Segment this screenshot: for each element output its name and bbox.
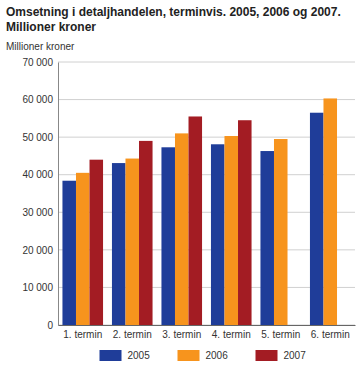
y-tick: 20 000: [22, 245, 58, 256]
bar: [161, 147, 175, 325]
legend-label: 2007: [284, 350, 307, 361]
y-tick-label: 50 000: [22, 132, 53, 143]
bar: [274, 139, 288, 325]
y-tick-label: 40 000: [22, 169, 53, 180]
x-tick-label: 6. termin: [311, 329, 350, 340]
x-tick: 1. termin: [63, 325, 102, 340]
bar: [238, 120, 252, 325]
bar: [224, 136, 238, 325]
y-tick-label: 10 000: [22, 282, 53, 293]
title: Omsetning i detaljhandelen, terminvis. 2…: [6, 5, 341, 34]
x-tick-label: 3. termin: [162, 329, 201, 340]
y-tick: 70 000: [22, 57, 58, 68]
x-tick: 5. termin: [261, 325, 300, 340]
y-tick: 60 000: [22, 94, 58, 105]
x-tick-label: 4. termin: [212, 329, 251, 340]
x-tick: 4. termin: [212, 325, 251, 340]
bar: [90, 160, 104, 325]
x-tick: 2. termin: [113, 325, 152, 340]
bar: [211, 144, 225, 325]
y-tick: 0: [47, 320, 58, 331]
grid: [58, 62, 355, 325]
y-tick-label: 0: [47, 320, 53, 331]
x-axis: 1. termin 2. termin 3. termin 4. termin 5. t…: [59, 325, 356, 340]
x-tick: 6. termin: [311, 325, 350, 340]
legend: 2005 2006 2007: [100, 350, 307, 361]
chart: Omsetning i detaljhandelen, terminvis. 2…: [0, 0, 362, 377]
legend-swatch: [100, 350, 122, 361]
bar: [260, 151, 274, 325]
bar: [310, 113, 324, 325]
x-tick: 3. termin: [162, 325, 201, 340]
legend-item: 2006: [178, 350, 229, 361]
y-tick-label: 60 000: [22, 94, 53, 105]
bar: [139, 141, 153, 325]
y-tick-label: 30 000: [22, 207, 53, 218]
legend-swatch: [178, 350, 200, 361]
bar: [189, 116, 203, 325]
y-axis: 0 10 000 20 000 30 000 40 000 50 000 60 000 70 …: [22, 57, 58, 331]
y-tick: 30 000: [22, 207, 58, 218]
bar: [112, 163, 126, 325]
y-tick: 40 000: [22, 169, 58, 180]
legend-swatch: [256, 350, 278, 361]
bars: [62, 98, 337, 325]
y-tick: 50 000: [22, 132, 58, 143]
bar: [76, 173, 90, 325]
legend-item: 2005: [100, 350, 151, 361]
bar: [125, 159, 139, 325]
bar: [62, 181, 76, 325]
grid-line: [58, 62, 355, 63]
x-tick-label: 2. termin: [113, 329, 152, 340]
x-tick-label: 5. termin: [261, 329, 300, 340]
x-axis-line: [59, 325, 356, 326]
legend-item: 2007: [256, 350, 307, 361]
y-tick-label: 20 000: [22, 245, 53, 256]
x-tick-label: 1. termin: [63, 329, 102, 340]
y-axis-line: [58, 63, 59, 326]
bar: [175, 133, 189, 325]
legend-label: 2006: [206, 350, 229, 361]
grid-line: [58, 99, 355, 100]
y-axis-title: Millioner kroner: [6, 41, 75, 52]
legend-label: 2005: [128, 350, 151, 361]
y-tick: 10 000: [22, 282, 58, 293]
y-tick-label: 70 000: [22, 57, 53, 68]
bar: [323, 98, 337, 325]
